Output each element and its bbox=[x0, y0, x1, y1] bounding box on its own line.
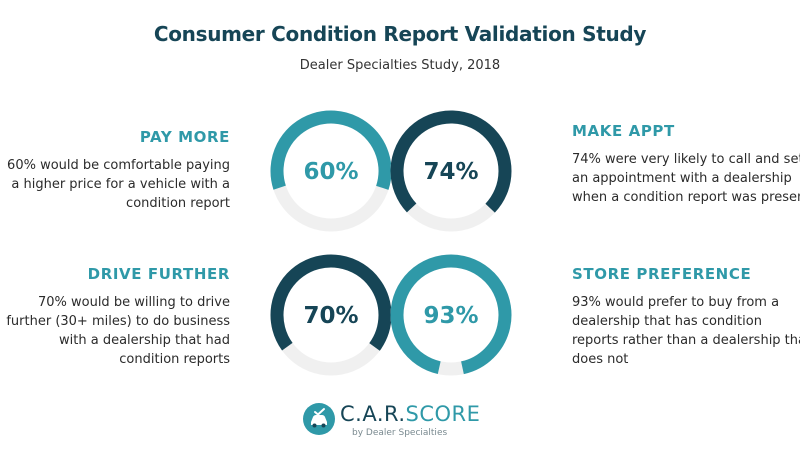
carscore-logo: C.A.R.SCORE by Dealer Specialties bbox=[300, 398, 500, 448]
stat-heading: MAKE APPT bbox=[572, 122, 675, 140]
stat-description: 60% would be comfortable paying a higher… bbox=[7, 158, 230, 211]
donut-value-label: 93% bbox=[423, 303, 478, 329]
stat-block-store-preference: STORE PREFERENCE 93% would prefer to buy… bbox=[572, 265, 800, 369]
page-subtitle: Dealer Specialties Study, 2018 bbox=[299, 58, 501, 73]
donut-value-label: 60% bbox=[303, 159, 358, 185]
donut-arc bbox=[270, 110, 392, 232]
donut-value-label: 70% bbox=[303, 303, 358, 329]
donut-arc bbox=[390, 254, 512, 376]
logo-tagline: by Dealer Specialties bbox=[352, 428, 448, 438]
stat-description: 70% would be willing to drive further (3… bbox=[6, 295, 230, 367]
stat-heading: DRIVE FURTHER bbox=[87, 265, 230, 283]
stat-block-make-appt: MAKE APPT 74% were very likely to call a… bbox=[572, 122, 800, 207]
donut-pay-more: 60% bbox=[270, 110, 392, 232]
logo-brand-part2: SCORE bbox=[405, 402, 481, 426]
donut-make-appt: 74% bbox=[390, 110, 512, 232]
stat-description: 74% were very likely to call and set an … bbox=[572, 152, 800, 205]
logo-brand-part1: C.A.R. bbox=[340, 402, 406, 426]
car-check-icon bbox=[303, 403, 335, 435]
donut-value-label: 74% bbox=[423, 159, 478, 185]
donut-store-preference: 93% bbox=[390, 254, 512, 376]
stat-description: 93% would prefer to buy from a dealershi… bbox=[572, 295, 800, 367]
logo-wordmark: C.A.R.SCORE bbox=[340, 402, 480, 426]
stat-block-drive-further: DRIVE FURTHER 70% would be willing to dr… bbox=[0, 265, 230, 369]
stat-block-pay-more: PAY MORE 60% would be comfortable paying… bbox=[0, 128, 230, 213]
stat-heading: PAY MORE bbox=[139, 128, 230, 146]
donut-drive-further: 70% bbox=[270, 254, 392, 376]
stat-heading: STORE PREFERENCE bbox=[572, 265, 752, 283]
donut-arc bbox=[270, 254, 392, 376]
donut-arc bbox=[390, 110, 512, 232]
page-title: Consumer Condition Report Validation Stu… bbox=[153, 22, 647, 46]
